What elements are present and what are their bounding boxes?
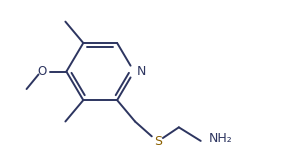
Text: S: S — [154, 135, 162, 148]
Text: N: N — [136, 65, 146, 78]
Text: NH₂: NH₂ — [209, 132, 233, 145]
Text: O: O — [38, 65, 47, 78]
